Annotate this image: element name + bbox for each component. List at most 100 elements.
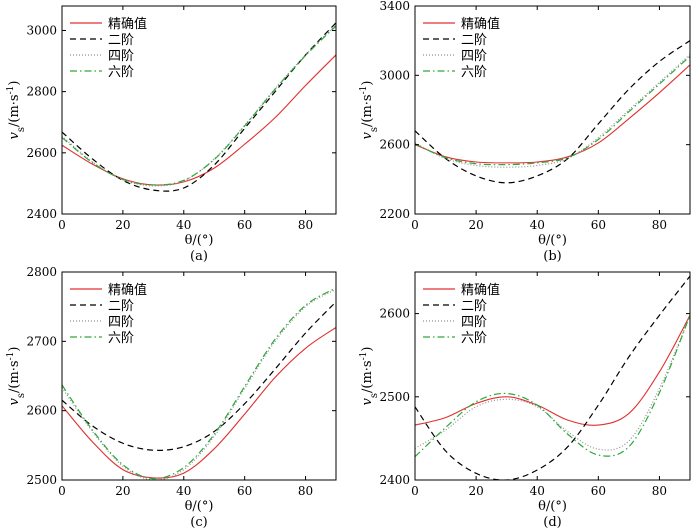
- x-tick-label: 40: [530, 484, 545, 498]
- series-line-1: [415, 64, 690, 164]
- legend-label-3: 四阶: [108, 315, 134, 330]
- x-tick-label: 0: [411, 484, 419, 498]
- legend-label-2: 二阶: [461, 33, 487, 48]
- y-axis-title-close: ): [360, 347, 375, 352]
- y-tick-label: 2800: [26, 265, 57, 279]
- x-tick-label: 80: [652, 484, 667, 498]
- plot-frame: [414, 271, 691, 481]
- x-tick-label: 40: [530, 218, 545, 232]
- y-tick-label: 2400: [379, 473, 410, 487]
- legend-label-3: 四阶: [108, 49, 134, 64]
- y-axis-title-main: v: [7, 397, 22, 405]
- series-line-4: [62, 287, 336, 480]
- series-line-4: [62, 25, 336, 186]
- panel-label: (d): [543, 515, 561, 530]
- chart-panel-1: 0 20 40 60 80 2400 2600 2800 3000 θ/(°) vs/(m·s-1)…: [6, 5, 337, 264]
- y-axis-title-sub: s: [369, 127, 380, 132]
- plot-frame: [61, 271, 337, 481]
- series-line-3: [62, 24, 336, 187]
- y-tick-label: 2200: [379, 207, 410, 221]
- legend-label-2: 二阶: [108, 299, 134, 314]
- y-tick-label: 3000: [379, 68, 410, 82]
- x-axis-title: θ/(°): [185, 499, 214, 514]
- y-tick-label: 2500: [379, 390, 410, 404]
- y-axis-title-sup: -1: [359, 86, 369, 95]
- y-tick-label: 2500: [26, 473, 57, 487]
- y-axis-title-sup: -1: [359, 352, 369, 361]
- y-axis-title: vs/(m·s-1): [359, 81, 380, 140]
- legend-label-1: 精确值: [108, 16, 147, 32]
- x-axis-title: θ/(°): [538, 233, 567, 248]
- x-axis-title: θ/(°): [185, 233, 214, 248]
- x-tick-label: 0: [58, 218, 66, 232]
- y-tick-label: 2600: [26, 404, 57, 418]
- y-axis-title-unit: /(m·s: [360, 360, 375, 393]
- legend-label-4: 六阶: [108, 65, 134, 80]
- legend-label-4: 六阶: [461, 65, 487, 80]
- y-axis-title-close: ): [360, 81, 375, 86]
- y-tick-label: 2700: [26, 334, 57, 348]
- series-line-2: [415, 275, 690, 480]
- legend-label-1: 精确值: [461, 282, 500, 298]
- y-axis-title-main: v: [360, 397, 375, 405]
- y-axis-title: vs/(m·s-1): [6, 81, 27, 140]
- legend-label-1: 精确值: [108, 282, 147, 298]
- plot-frame: [414, 5, 691, 215]
- y-axis-title-unit: /(m·s: [7, 94, 22, 127]
- y-axis-title-sup: -1: [6, 86, 16, 95]
- series-line-2: [62, 301, 336, 451]
- series-line-3: [415, 315, 690, 451]
- x-tick-label: 60: [591, 484, 606, 498]
- y-axis-title-close: ): [7, 347, 22, 352]
- legend-label-4: 六阶: [461, 331, 487, 346]
- x-tick-label: 20: [115, 218, 130, 232]
- y-axis-title-unit: /(m·s: [7, 360, 22, 393]
- chart-panel-3: 0 20 40 60 80 2500 2600 2700 2800 θ/(°) vs/(m·s-1)…: [6, 265, 337, 530]
- y-axis-title: vs/(m·s-1): [6, 347, 27, 406]
- series-line-3: [415, 54, 690, 168]
- x-axis-title: θ/(°): [538, 499, 567, 514]
- y-axis-title-main: v: [7, 131, 22, 139]
- x-tick-label: 20: [468, 484, 483, 498]
- chart-panel-4: 0 20 40 60 80 2400 2500 2600 θ/(°) vs/(m·s-1) (d) 精…: [359, 271, 691, 530]
- panel-label: (b): [543, 249, 561, 264]
- y-tick-label: 2400: [26, 207, 57, 221]
- x-tick-label: 80: [298, 218, 313, 232]
- series-line-1: [62, 54, 336, 186]
- x-tick-label: 80: [652, 218, 667, 232]
- x-tick-label: 40: [176, 484, 191, 498]
- x-tick-label: 0: [58, 484, 66, 498]
- y-axis-title: vs/(m·s-1): [359, 347, 380, 406]
- x-tick-label: 0: [411, 218, 419, 232]
- plot-frame: [61, 5, 337, 215]
- panel-label: (c): [190, 515, 207, 530]
- legend-label-2: 二阶: [108, 33, 134, 48]
- x-tick-label: 80: [298, 484, 313, 498]
- legend-label-2: 二阶: [461, 299, 487, 314]
- series-line-4: [415, 315, 690, 458]
- y-axis-title-sub: s: [16, 127, 27, 132]
- y-axis-title-sub: s: [16, 393, 27, 398]
- y-tick-label: 2600: [26, 146, 57, 160]
- series-line-3: [62, 288, 336, 480]
- y-axis-title-close: ): [7, 81, 22, 86]
- y-tick-label: 3000: [26, 23, 57, 37]
- y-tick-label: 2600: [379, 138, 410, 152]
- legend-label-4: 六阶: [108, 331, 134, 346]
- x-tick-label: 60: [591, 218, 606, 232]
- series-line-2: [62, 22, 336, 192]
- x-tick-label: 60: [237, 218, 252, 232]
- legend-label-3: 四阶: [461, 315, 487, 330]
- x-tick-label: 20: [115, 484, 130, 498]
- x-tick-label: 20: [468, 218, 483, 232]
- y-axis-title-sub: s: [369, 393, 380, 398]
- y-axis-title-unit: /(m·s: [360, 94, 375, 127]
- legend-label-1: 精确值: [461, 16, 500, 32]
- series-line-4: [415, 55, 690, 166]
- y-tick-label: 2800: [26, 85, 57, 99]
- series-line-1: [415, 314, 690, 426]
- x-tick-label: 60: [237, 484, 252, 498]
